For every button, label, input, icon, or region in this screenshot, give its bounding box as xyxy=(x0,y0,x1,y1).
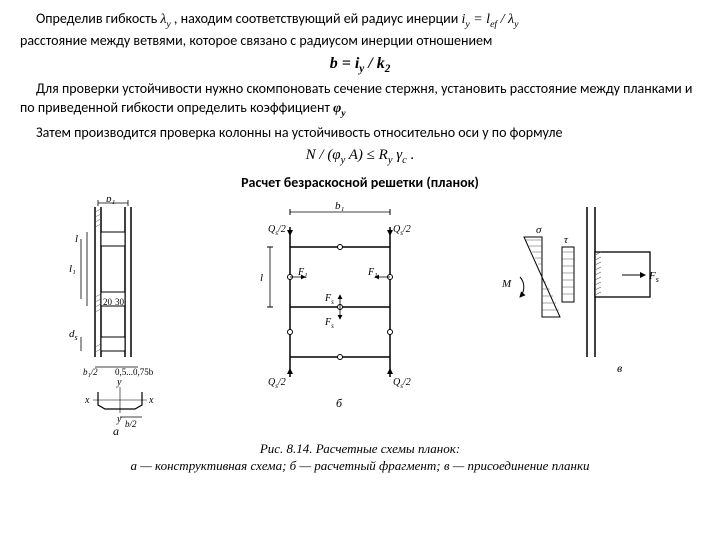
p1-text-b: , находим соответствующий ей радиус инер… xyxy=(174,10,462,27)
svg-text:Qs/2: Qs/2 xyxy=(393,224,411,237)
fig-a-l: l xyxy=(75,233,78,245)
formula-stability: N / (φy A) ≤ Ry γc . xyxy=(20,146,700,168)
fig-a-30: 30 xyxy=(115,297,125,307)
figure-c: σ M τ Fs в xyxy=(477,197,677,397)
svg-text:F1: F1 xyxy=(367,267,378,280)
svg-text:l: l xyxy=(260,272,263,284)
eqn-iy: iy = lef / λy xyxy=(461,12,518,27)
formula-b: b = iy / k2 xyxy=(20,54,700,77)
fig-a-range: 0,5...0,75b xyxy=(115,367,154,377)
paragraph-2: Для проверки устойчивости нужно скомпоно… xyxy=(20,80,700,120)
svg-text:F1: F1 xyxy=(297,267,308,280)
svg-text:b/2: b/2 xyxy=(125,419,137,429)
svg-text:M: M xyxy=(501,278,512,290)
svg-text:y: y xyxy=(116,377,122,388)
lambda-y: λy xyxy=(160,12,170,27)
svg-text:σ: σ xyxy=(536,224,542,236)
fig-a-label: а xyxy=(113,424,119,437)
svg-text:Qs/2: Qs/2 xyxy=(268,224,286,237)
svg-text:Fs: Fs xyxy=(324,293,334,306)
svg-text:Fs: Fs xyxy=(324,317,334,330)
figure-a: b₁ l₁ l ds 20 30 b₁/2 0,5...0,75b x x y … xyxy=(43,197,193,437)
svg-text:Qs/2: Qs/2 xyxy=(393,377,411,390)
p1-text-c: расстояние между ветвями, которое связан… xyxy=(20,32,492,49)
svg-text:Fs: Fs xyxy=(648,270,659,284)
svg-text:б: б xyxy=(336,396,343,410)
svg-text:x: x xyxy=(148,395,154,406)
fig-a-b12: b₁/2 xyxy=(83,367,98,377)
svg-text:b₁: b₁ xyxy=(335,200,345,212)
paragraph-3: Затем производится проверка колонны на у… xyxy=(20,124,700,142)
svg-text:τ: τ xyxy=(564,234,569,246)
figure-b: b₁ Qs/2 Qs/2 Qs/2 Qs/2 F1 F1 Fs Fs l б xyxy=(240,197,430,417)
section-heading: Расчет безраскосной решетки (планок) xyxy=(20,174,700,191)
svg-text:x: x xyxy=(84,395,90,406)
fig-a-l1: l₁ xyxy=(69,263,76,275)
figure-caption: Рис. 8.14. Расчетные схемы планок: а — к… xyxy=(20,441,700,475)
p1-text-a: Определив гибкость xyxy=(36,10,160,27)
fig-a-20: 20 xyxy=(103,297,113,307)
figure-row: b₁ l₁ l ds 20 30 b₁/2 0,5...0,75b x x y … xyxy=(20,197,700,437)
fig-a-ds: ds xyxy=(69,328,78,342)
paragraph-1: Определив гибкость λy , находим соответс… xyxy=(20,10,700,50)
fig-a-b1: b₁ xyxy=(106,197,116,205)
svg-text:Qs/2: Qs/2 xyxy=(268,377,286,390)
svg-text:в: в xyxy=(617,361,622,375)
phi-y: φy xyxy=(333,101,346,116)
